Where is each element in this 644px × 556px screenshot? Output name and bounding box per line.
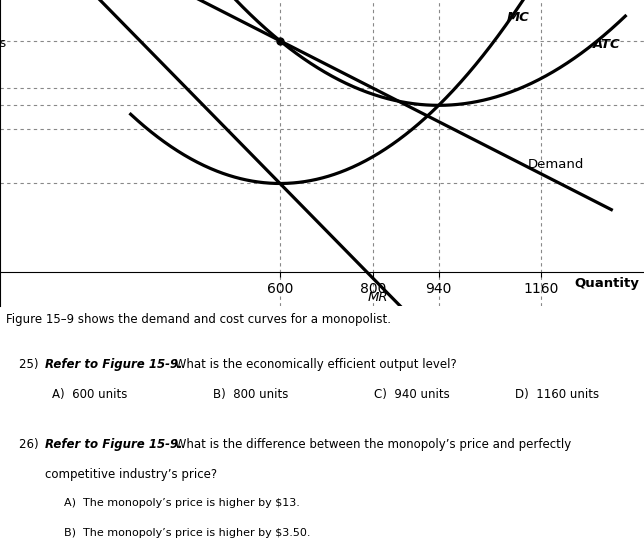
Text: Demand: Demand <box>527 157 583 171</box>
Text: MC: MC <box>506 11 529 24</box>
Text: Refer to Figure 15-9.: Refer to Figure 15-9. <box>45 438 183 451</box>
Text: C)  940 units: C) 940 units <box>374 388 450 401</box>
Text: ATC: ATC <box>592 38 620 51</box>
Text: Figure 15–9 shows the demand and cost curves for a monopolist.: Figure 15–9 shows the demand and cost cu… <box>6 314 392 326</box>
Text: B)  800 units: B) 800 units <box>213 388 288 401</box>
Text: What is the economically efficient output level?: What is the economically efficient outpu… <box>171 359 457 371</box>
Text: competitive industry’s price?: competitive industry’s price? <box>45 468 217 481</box>
Text: A)  600 units: A) 600 units <box>52 388 127 401</box>
Text: What is the difference between the monopoly’s price and perfectly: What is the difference between the monop… <box>171 438 571 451</box>
Text: Refer to Figure 15-9.: Refer to Figure 15-9. <box>45 359 183 371</box>
Text: MR: MR <box>368 291 388 304</box>
Text: A)  The monopoly’s price is higher by $13.: A) The monopoly’s price is higher by $13… <box>64 498 300 508</box>
Text: 25): 25) <box>19 359 43 371</box>
Text: and costs: and costs <box>0 37 6 51</box>
Text: Quantity: Quantity <box>574 277 639 290</box>
Text: Revenue: Revenue <box>0 13 1 27</box>
Text: B)  The monopoly’s price is higher by $3.50.: B) The monopoly’s price is higher by $3.… <box>64 528 311 538</box>
Text: 26): 26) <box>19 438 43 451</box>
Text: D)  1160 units: D) 1160 units <box>515 388 600 401</box>
